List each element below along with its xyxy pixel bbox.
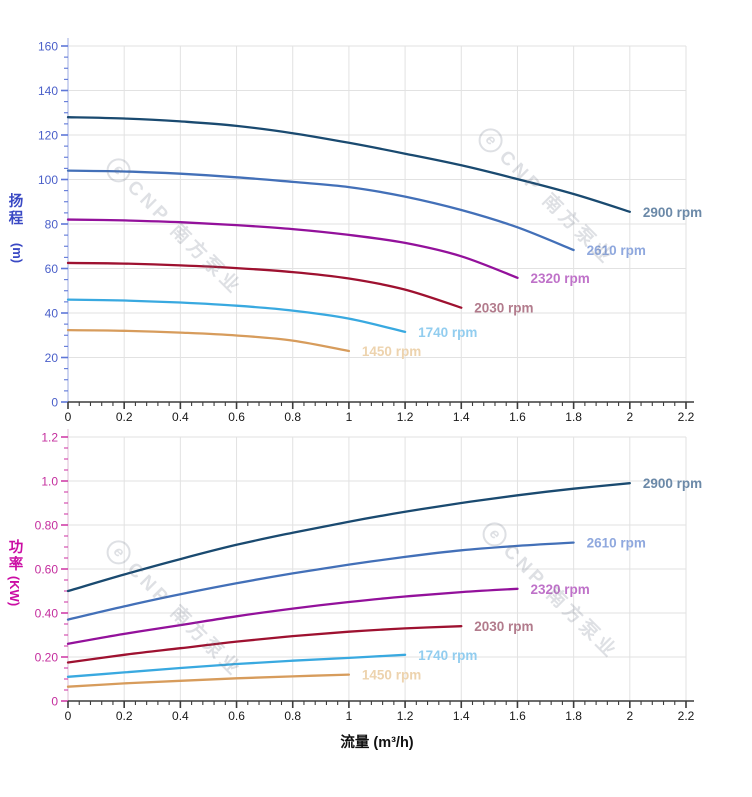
curve-label-2610rpm: 2610 rpm xyxy=(587,536,646,551)
power-axis-title: 功率 xyxy=(8,540,24,574)
y-tick-label: 120 xyxy=(38,129,58,143)
curve-2320rpm xyxy=(66,218,519,279)
curve-2610rpm xyxy=(66,541,575,621)
y-tick-label: 100 xyxy=(38,173,58,187)
curve-1450rpm xyxy=(66,673,351,688)
y-tick-label: 0 xyxy=(51,396,58,410)
power-axis-unit: (KW) xyxy=(7,575,22,607)
head-vs-flow-chart: 0 20 40 60 80 100 120 140 160 0 0.2 0.4 0.6 0.8 1 1.2 1.… xyxy=(38,38,702,424)
curve-1740rpm xyxy=(66,653,407,678)
x-tick-label: 1.8 xyxy=(565,410,582,424)
x-tick-label: 1 xyxy=(346,709,353,723)
curve-label-2610rpm: 2610 rpm xyxy=(587,243,646,258)
head-axis-unit: (m) xyxy=(10,242,25,264)
head-axis-title: 扬程 xyxy=(8,194,24,228)
flow-axis-title: 流量 (m³/h) xyxy=(340,735,414,751)
x-tick-label: 0.4 xyxy=(172,410,189,424)
y-tick-label: 20 xyxy=(45,351,59,365)
x-tick-label: 1.4 xyxy=(453,410,470,424)
curve-label-1450rpm: 1450 rpm xyxy=(362,344,421,359)
y-tick-label: 1.0 xyxy=(41,475,58,489)
y-tick-label: 60 xyxy=(45,262,59,276)
curve-label-1740rpm: 1740 rpm xyxy=(418,325,477,340)
curve-label-2320rpm: 2320 rpm xyxy=(530,271,589,286)
x-tick-label: 0 xyxy=(65,709,72,723)
x-tick-label: 0.8 xyxy=(284,410,301,424)
x-tick-label: 0.6 xyxy=(228,410,245,424)
x-tick-label: 2.2 xyxy=(678,709,695,723)
x-tick-label: 1.2 xyxy=(397,709,414,723)
y-tick-label: 0.40 xyxy=(35,607,59,621)
curve-2030rpm xyxy=(66,261,463,309)
y-tick-label: 0.60 xyxy=(35,563,59,577)
x-tick-label: 2 xyxy=(626,410,633,424)
x-tick-label: 1.8 xyxy=(565,709,582,723)
curve-2900rpm xyxy=(66,116,631,213)
x-tick-label: 1.2 xyxy=(397,410,414,424)
x-tick-label: 0.4 xyxy=(172,709,189,723)
x-tick-label: 2.2 xyxy=(678,410,695,424)
x-tick-label: 0.6 xyxy=(228,709,245,723)
curve-1740rpm xyxy=(66,298,407,334)
curve-2320rpm xyxy=(66,587,519,645)
curve-label-2030rpm: 2030 rpm xyxy=(474,619,533,634)
x-tick-label: 0 xyxy=(65,410,72,424)
power-vs-flow-chart: 0 0.20 0.40 0.60 0.80 1.0 1.2 0 0.2 0.4 0.6 0.8 1 1.2… xyxy=(35,429,702,723)
curve-1450rpm xyxy=(66,328,351,353)
curve-label-2900rpm: 2900 rpm xyxy=(643,476,702,491)
curve-2030rpm xyxy=(66,625,463,664)
x-tick-label: 1.6 xyxy=(509,709,526,723)
curve-2900rpm xyxy=(66,482,631,593)
y-tick-label: 0.20 xyxy=(35,651,59,665)
y-tick-label: 0 xyxy=(51,695,58,709)
y-tick-label: 40 xyxy=(45,307,59,321)
x-tick-label: 0.8 xyxy=(284,709,301,723)
x-tick-label: 1 xyxy=(346,410,353,424)
y-tick-label: 1.2 xyxy=(41,431,58,445)
y-tick-label: 0.80 xyxy=(35,519,59,533)
x-tick-label: 0.2 xyxy=(116,410,133,424)
curve-label-2900rpm: 2900 rpm xyxy=(643,205,702,220)
x-tick-label: 1.6 xyxy=(509,410,526,424)
y-tick-label: 80 xyxy=(45,218,59,232)
curve-2610rpm xyxy=(66,169,575,252)
y-tick-label: 140 xyxy=(38,84,58,98)
curve-label-2320rpm: 2320 rpm xyxy=(530,582,589,597)
curve-label-2030rpm: 2030 rpm xyxy=(474,301,533,316)
curve-label-1740rpm: 1740 rpm xyxy=(418,648,477,663)
y-tick-label: 160 xyxy=(38,40,58,54)
x-tick-label: 0.2 xyxy=(116,709,133,723)
x-tick-label: 2 xyxy=(626,709,633,723)
x-tick-label: 1.4 xyxy=(453,709,470,723)
curve-label-1450rpm: 1450 rpm xyxy=(362,668,421,683)
